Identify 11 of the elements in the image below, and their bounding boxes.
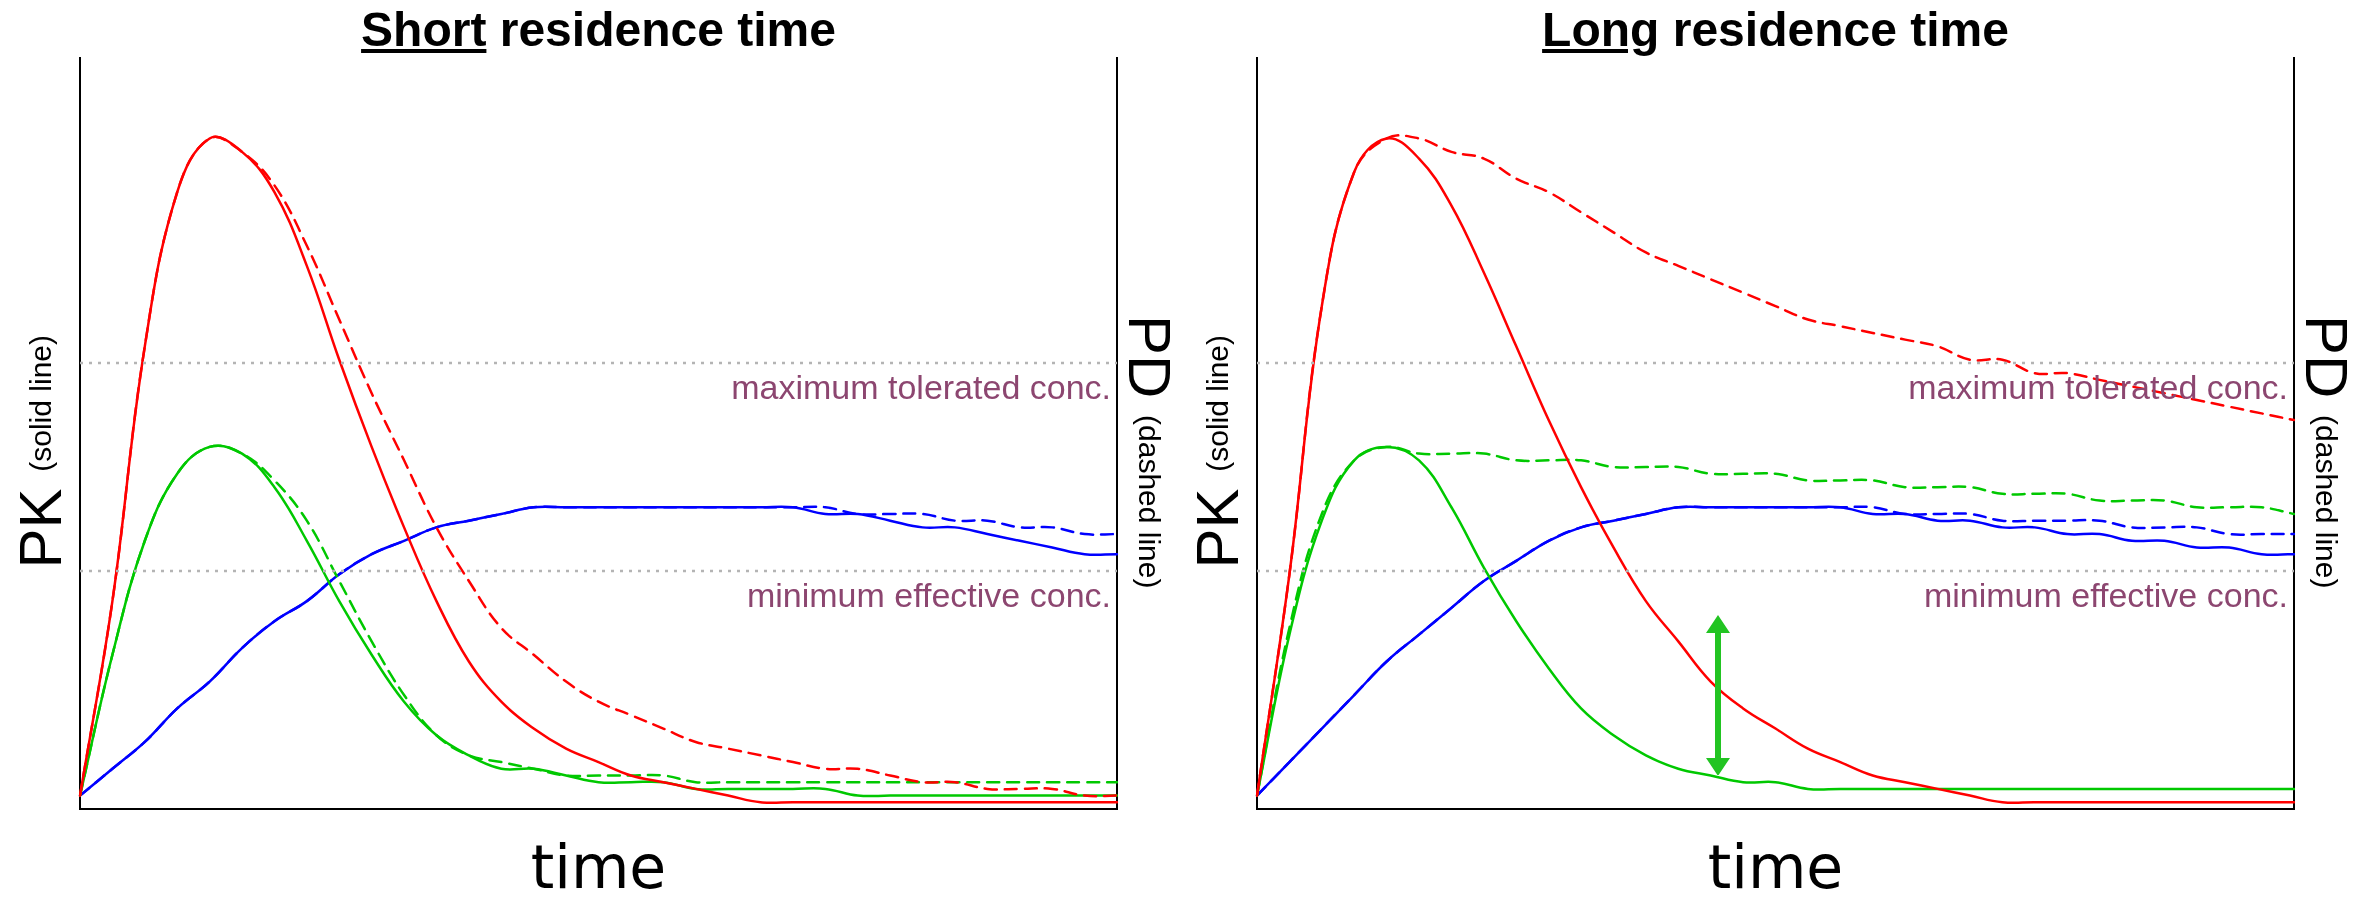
y2-axis-title: PD (dashed line) [1114, 315, 1184, 589]
chart-title: Short residence time [360, 2, 837, 57]
x-axis-title: time [1706, 832, 1845, 902]
ref-line-label: maximum tolerated conc. [731, 368, 1111, 407]
ref-line-label: minimum effective conc. [746, 576, 1111, 615]
chart-title: Long residence time [1541, 2, 2010, 57]
y-axis-title: PK (solid line) [1182, 335, 1252, 569]
x-axis-title: time [529, 832, 668, 902]
y-axis-title: PK (solid line) [5, 335, 75, 569]
y2-axis-title: PD (dashed line) [2291, 315, 2354, 589]
ref-line-label: minimum effective conc. [1923, 576, 2288, 615]
